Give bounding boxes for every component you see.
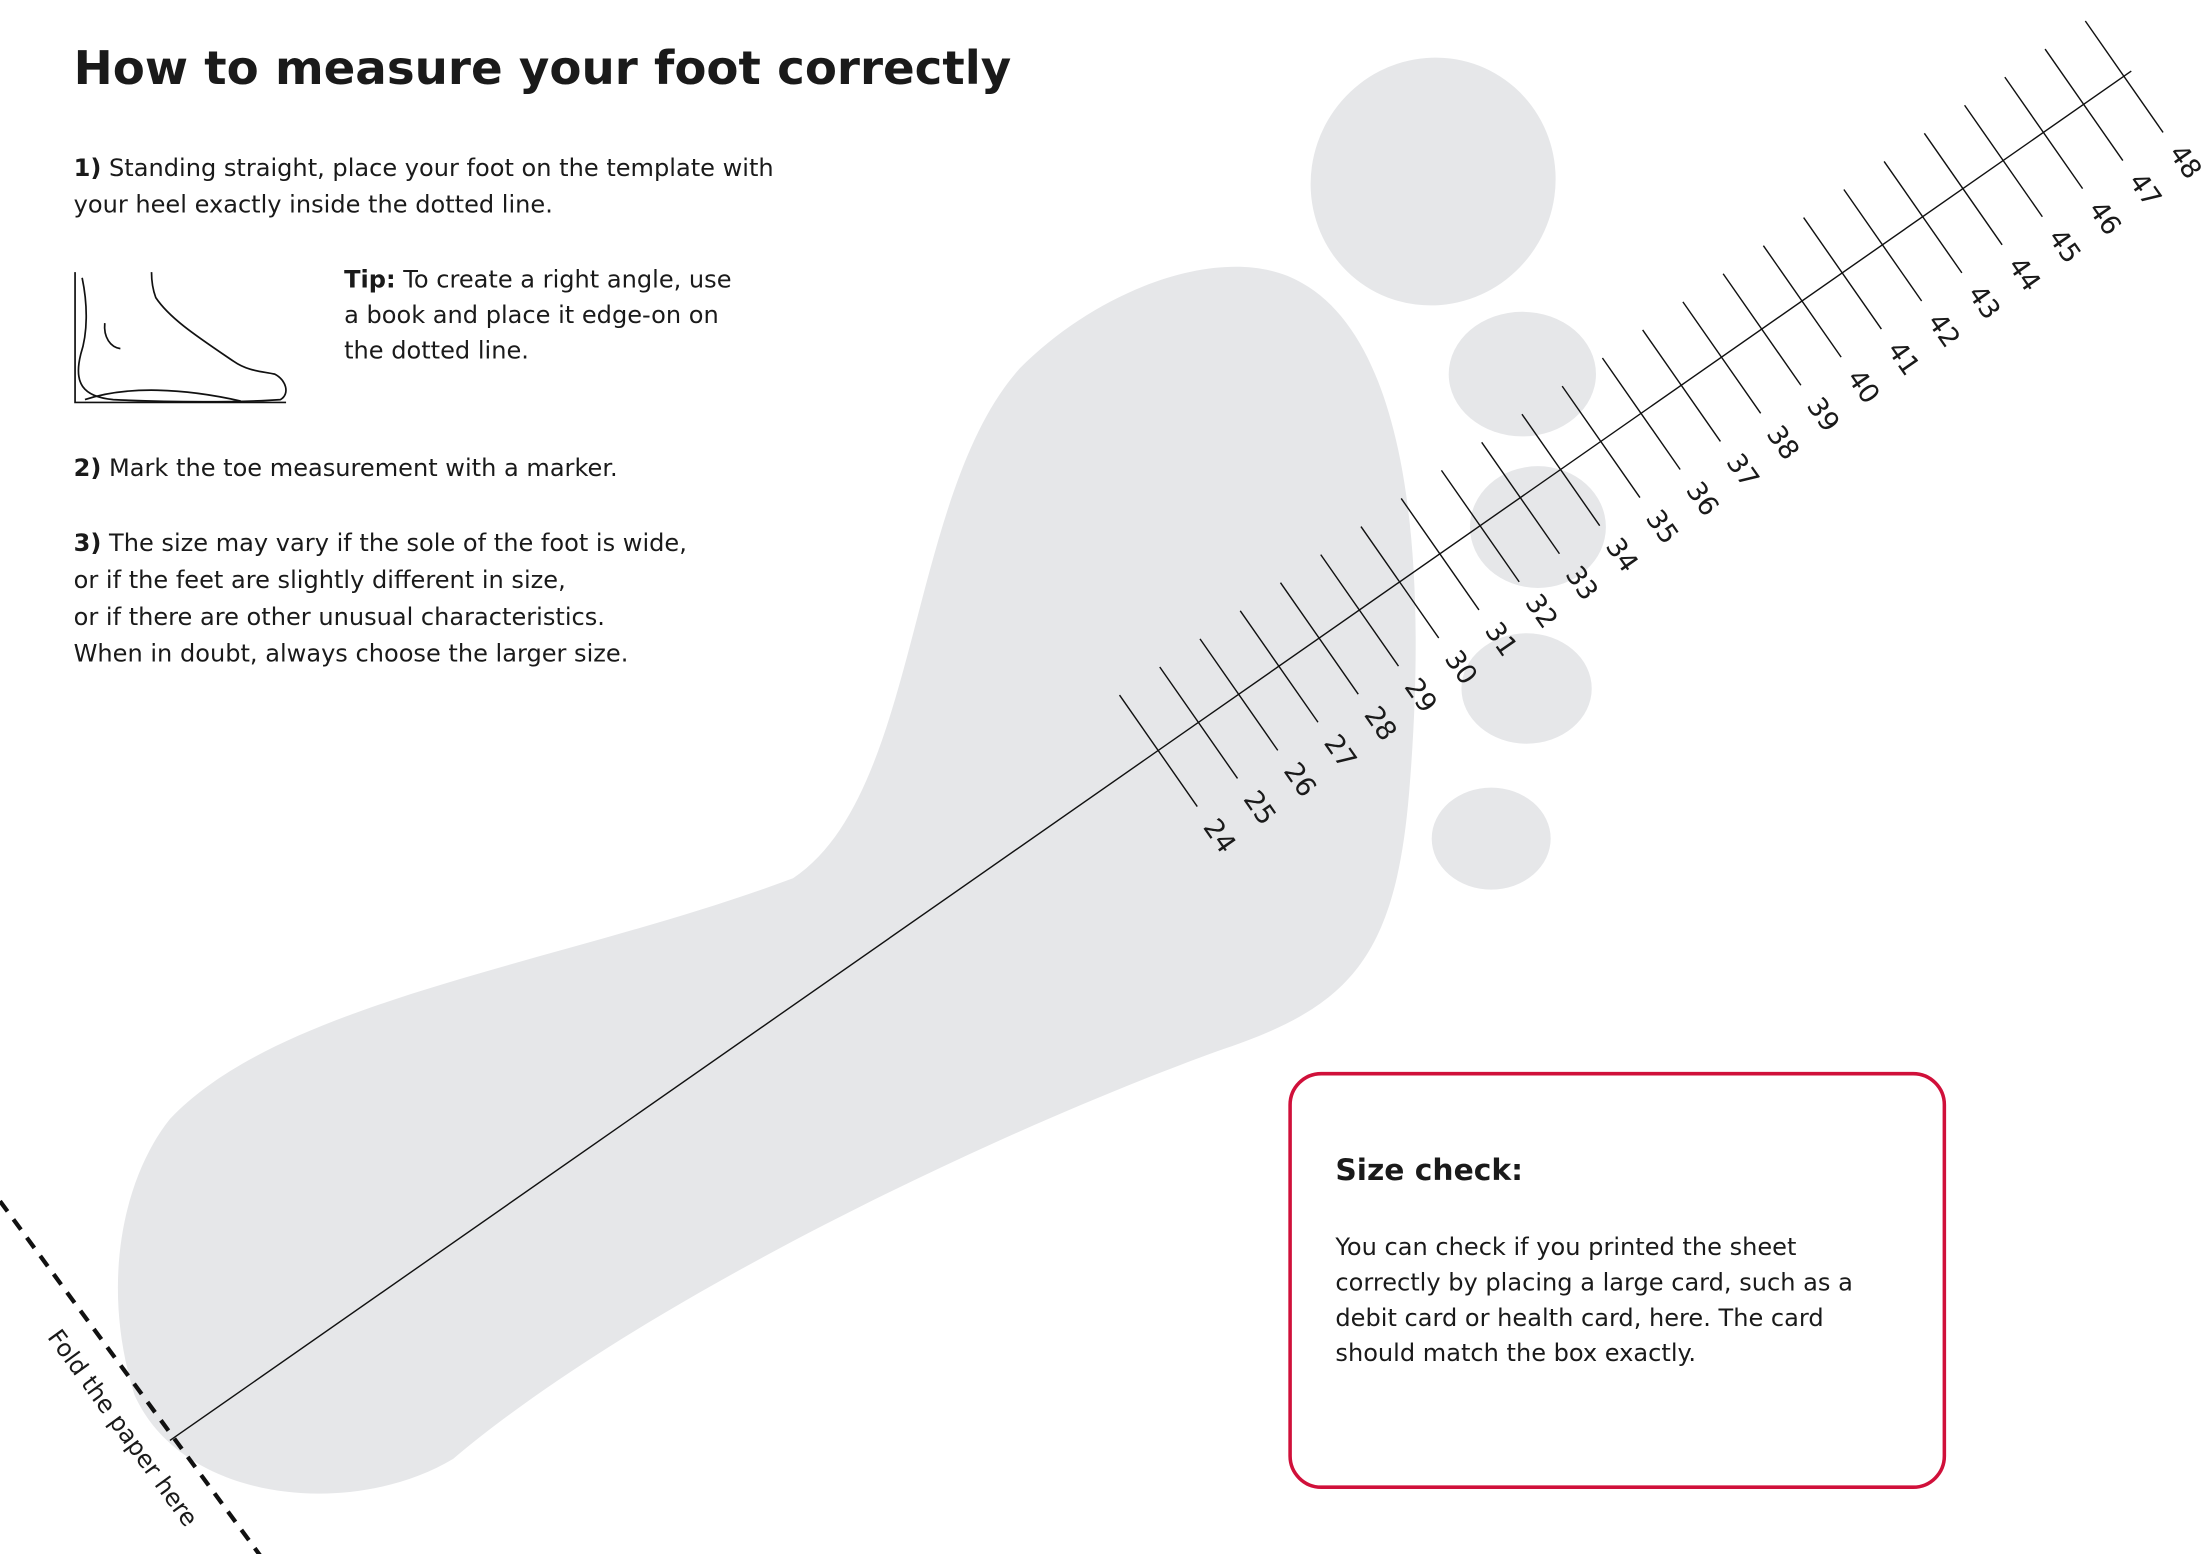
ruler-tick <box>1923 132 2003 246</box>
ruler-tick <box>1843 189 1923 302</box>
ruler-tick <box>1199 638 1279 751</box>
ruler-tick <box>1762 245 1842 358</box>
ruler-tick <box>1521 413 1601 527</box>
step-text: or if the feet are slightly different in… <box>74 566 566 594</box>
step-text: When in doubt, always choose the larger … <box>74 640 629 668</box>
tip: Tip: To create a right angle, use a book … <box>344 266 731 365</box>
foot-sole <box>117 266 1416 1494</box>
ruler-label: 42 <box>1921 308 1966 354</box>
size-check-line: correctly by placing a large card, such … <box>1335 1268 1852 1296</box>
toe <box>1461 633 1592 744</box>
ruler-tick <box>1440 469 1520 583</box>
size-check-line: You can check if you printed the sheet <box>1334 1233 1796 1261</box>
ruler-label: 48 <box>2162 139 2207 185</box>
ruler-label: 36 <box>1680 476 1725 522</box>
size-check-title: Size check: <box>1335 1153 1523 1188</box>
step-line: When in doubt, always choose the larger … <box>74 640 629 668</box>
ruler-label: 38 <box>1760 420 1805 466</box>
ruler-tick <box>1159 666 1239 779</box>
ruler-tick <box>1803 217 1882 330</box>
ruler-label: 41 <box>1881 336 1926 382</box>
step-line: 2) Mark the toe measurement with a marke… <box>74 454 618 482</box>
ruler-tick <box>1239 610 1319 723</box>
size-check-text: You can check if you printed the sheet co… <box>1334 1233 1852 1367</box>
tip-text: a book and place it edge-on on <box>344 301 719 329</box>
size-check-line: debit card or health card, here. The car… <box>1335 1304 1823 1332</box>
tip-line: the dotted line. <box>344 337 529 365</box>
ruler-label: 40 <box>1841 364 1886 410</box>
size-check-box <box>1288 1071 1947 1489</box>
ruler-tick <box>1964 104 2043 218</box>
fold-line <box>0 1199 262 1554</box>
toe <box>1431 787 1551 890</box>
ruler-tick <box>2004 76 2084 190</box>
tip-text: the dotted line. <box>344 337 529 365</box>
ruler-tick <box>1481 441 1561 555</box>
step-number: 2) <box>74 454 102 482</box>
ruler-tick <box>1360 526 1440 639</box>
step-text: or if there are other unusual characteri… <box>74 603 605 631</box>
title: How to measure your foot correctly <box>74 42 1012 96</box>
ruler-tick <box>2084 20 2164 133</box>
toe <box>1469 466 1606 588</box>
ruler-tick <box>1279 582 1359 695</box>
foot-silhouette <box>117 57 1606 1494</box>
ruler-label: 43 <box>1961 280 2006 326</box>
step-text: The size may vary if the sole of the foo… <box>108 529 687 557</box>
step-line: 1) Standing straight, place your foot on… <box>74 154 774 182</box>
step-line: your heel exactly inside the dotted line… <box>74 191 553 219</box>
tip-line: Tip: To create a right angle, use <box>344 266 731 294</box>
ruler-tick <box>1601 357 1681 470</box>
ruler-label: 39 <box>1800 392 1845 438</box>
ruler-tick <box>1642 329 1722 442</box>
step-line: or if there are other unusual characteri… <box>74 603 605 631</box>
step-text: your heel exactly inside the dotted line… <box>74 191 553 219</box>
ruler-label: 34 <box>1599 532 1644 578</box>
tip-line: a book and place it edge-on on <box>344 301 719 329</box>
ruler-tick <box>1682 301 1762 414</box>
size-check-line: should match the box exactly. <box>1335 1339 1696 1367</box>
big-toe <box>1310 57 1556 306</box>
ruler-label: 46 <box>2082 195 2127 241</box>
ruler-tick <box>2044 48 2124 161</box>
ruler-label: 45 <box>2042 223 2087 269</box>
step-line: or if the feet are slightly different in… <box>74 566 566 594</box>
ruler-tick <box>1118 694 1198 807</box>
foot-sketch <box>74 272 287 404</box>
ruler-tick <box>1722 273 1802 386</box>
ruler-tick <box>1883 161 1963 274</box>
tip-text: To create a right angle, use <box>402 266 731 294</box>
ruler-label: 32 <box>1519 589 1564 635</box>
instructions: 1) Standing straight, place your foot on… <box>74 154 774 668</box>
step-line: 3) The size may vary if the sole of the … <box>74 529 687 557</box>
toe <box>1448 311 1596 437</box>
ruler-label: 47 <box>2122 167 2167 213</box>
ruler-label: 35 <box>1639 504 1684 550</box>
tip-label: Tip: <box>344 266 396 294</box>
ruler-baseline <box>169 70 2132 1442</box>
step-number: 3) <box>74 529 102 557</box>
step-text: Mark the toe measurement with a marker. <box>109 454 618 482</box>
ruler-tick <box>1400 498 1480 611</box>
ruler-label: 44 <box>2001 252 2046 298</box>
step-text: Standing straight, place your foot on th… <box>109 154 774 182</box>
ruler-tick <box>1561 385 1641 498</box>
step-number: 1) <box>74 154 102 182</box>
ruler-label: 37 <box>1720 448 1765 494</box>
ruler-tick <box>1320 554 1400 667</box>
